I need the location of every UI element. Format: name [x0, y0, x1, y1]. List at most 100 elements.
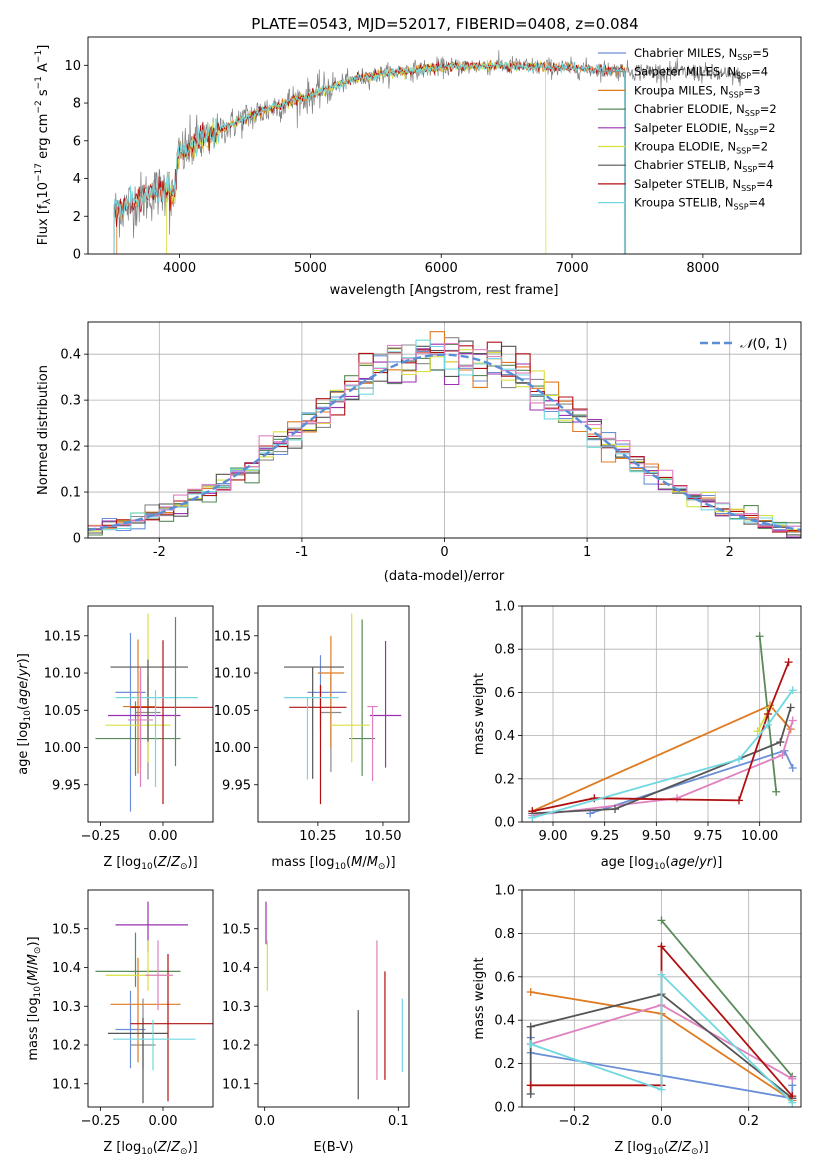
- y-tick-label: 10.1: [222, 1077, 251, 1092]
- y-axis-label: mass [log10(M/M⊙)]: [26, 936, 43, 1060]
- model-kroupa-elodie-line: [166, 60, 547, 254]
- x-axis-label: wavelength [Angstrom, rest frame]: [330, 283, 559, 298]
- weight-marker: [772, 787, 781, 796]
- x-tick-label: 0.0: [254, 1114, 275, 1129]
- plot-area: [526, 916, 797, 1107]
- y-tick-label: 0.0: [494, 1101, 515, 1116]
- weight-series-line: [531, 704, 792, 813]
- weight-series-line: [532, 707, 792, 815]
- x-axis-label: Z [log10(Z/Z⊙)]: [103, 855, 197, 872]
- weight-series-line: [660, 919, 793, 1078]
- y-tick-label: 10.10: [214, 667, 251, 682]
- y-tick-label: 10.15: [214, 629, 251, 644]
- y-tick-label: 1.0: [494, 884, 515, 899]
- axes-frame: [257, 605, 410, 823]
- weight-marker: [786, 703, 795, 712]
- y-axis-label: mass weight: [472, 957, 487, 1039]
- weight-marker: [528, 813, 537, 822]
- y-tick-label: 0.8: [494, 643, 515, 658]
- y-tick-label: 10.2: [222, 1039, 251, 1054]
- x-tick-label: -2: [153, 545, 166, 560]
- legend-entry: Kroupa STELIB, NSSP=4: [634, 196, 765, 212]
- y-tick-label: 0.4: [494, 729, 515, 744]
- x-axis-label: Z [log10(Z/Z⊙)]: [614, 1140, 708, 1157]
- y-tick-label: 0.6: [494, 970, 515, 985]
- legend: Chabrier MILES, NSSP=5 Salpeter MILES, NS…: [598, 46, 777, 212]
- histogram-step-line: [88, 343, 801, 532]
- y-tick-label: 10.3: [222, 1000, 251, 1015]
- y-tick-label: 0: [73, 532, 81, 547]
- y-axis-label: age [log10(age/yr)]: [16, 653, 33, 775]
- weight-marker: [657, 942, 666, 951]
- x-axis-label: mass [log10(M/M⊙)]: [271, 855, 395, 872]
- x-tick-label: 9.50: [642, 829, 671, 844]
- axes-frame: [87, 36, 802, 255]
- y-tick-label: 9.95: [222, 778, 251, 793]
- x-tick-label: 1: [583, 545, 591, 560]
- y-tick-label: 4: [73, 172, 81, 187]
- y-tick-label: 0.2: [494, 1057, 515, 1072]
- weight-marker: [657, 916, 666, 925]
- x-tick-label: 4000: [163, 261, 196, 276]
- spectrum-plot: 4000 5000 6000 7000 8000 0 2 4 6 8 10 wavelength [A…: [34, 36, 802, 298]
- x-tick-label: 2: [726, 545, 734, 560]
- weight-marker: [526, 1040, 535, 1049]
- weight-marker: [776, 738, 785, 747]
- model-kroupa-miles-line: [116, 59, 627, 254]
- x-tick-label: 9.25: [590, 829, 619, 844]
- weight-marker: [763, 720, 772, 729]
- y-tick-label: 10.4: [222, 961, 251, 976]
- x-tick-label: 0.00: [149, 829, 178, 844]
- legend-entry: 𝒩(0, 1): [740, 337, 787, 352]
- normal-curve-line: [88, 353, 801, 532]
- y-tick-label: 10.5: [222, 922, 251, 937]
- plot-area: [113, 50, 743, 254]
- plot-area: [95, 901, 213, 1104]
- weight-marker: [526, 1089, 535, 1098]
- x-tick-label: 10.00: [741, 829, 778, 844]
- weight-marker: [657, 1085, 666, 1094]
- y-tick-label: 6: [73, 134, 81, 149]
- y-tick-label: 0.6: [494, 686, 515, 701]
- y-tick-label: 10.05: [44, 704, 81, 719]
- legend-entry: Salpeter ELODIE, NSSP=2: [634, 121, 776, 137]
- residual-distribution-plot: -2 -1 0 1 2 0 0.1 0.2 0.3 0.4 (data-model)/error No…: [36, 321, 802, 584]
- legend-entry: Chabrier STELIB, NSSP=4: [634, 158, 774, 174]
- weight-marker: [778, 751, 787, 760]
- y-tick-label: 10.05: [214, 704, 251, 719]
- age-vs-mass-plot: 10.25 10.50 9.95 10.00 10.05 10.10 10.15 mass […: [214, 605, 410, 872]
- y-axis-label: Normed distribution: [36, 365, 51, 495]
- y-tick-label: 8: [73, 97, 81, 112]
- x-tick-label: 8000: [686, 261, 719, 276]
- x-tick-label: 6000: [425, 261, 458, 276]
- x-tick-label: 9.75: [694, 829, 723, 844]
- x-axis-label: (data-model)/error: [384, 569, 505, 584]
- y-axis-label: Flux [fλ10−17 erg cm−2 s−1 A−1]: [34, 45, 53, 246]
- legend-entry: Salpeter MILES, NSSP=4: [634, 65, 768, 81]
- y-tick-label: 10.10: [44, 667, 81, 682]
- plot-area: [95, 613, 213, 812]
- x-tick-label: 0.2: [738, 1114, 759, 1129]
- weight-series-line: [532, 661, 790, 813]
- y-axis-label: mass weight: [472, 673, 487, 755]
- y-tick-label: 1.0: [494, 600, 515, 615]
- weight-series-line: [529, 993, 793, 1100]
- x-tick-label: 10.25: [299, 829, 336, 844]
- x-axis-label: E(B-V): [313, 1140, 353, 1155]
- y-tick-label: 0.2: [60, 440, 81, 455]
- weight-series-line: [589, 749, 794, 815]
- x-tick-label: 0.00: [149, 1114, 178, 1129]
- weight-series-line: [532, 689, 794, 819]
- weight-marker: [526, 1081, 535, 1090]
- weight-marker: [788, 716, 797, 725]
- weight-marker: [673, 794, 681, 803]
- y-tick-label: 10.5: [52, 922, 81, 937]
- axes-frame: [87, 605, 214, 823]
- x-tick-label: −0.2: [559, 1114, 591, 1129]
- y-tick-label: 0.8: [494, 927, 515, 942]
- weight-marker: [788, 1074, 797, 1083]
- weight-marker: [788, 686, 797, 695]
- legend-entry: Chabrier MILES, NSSP=5: [634, 46, 769, 62]
- y-tick-label: 2: [73, 210, 81, 225]
- weight-series-line: [530, 972, 793, 1104]
